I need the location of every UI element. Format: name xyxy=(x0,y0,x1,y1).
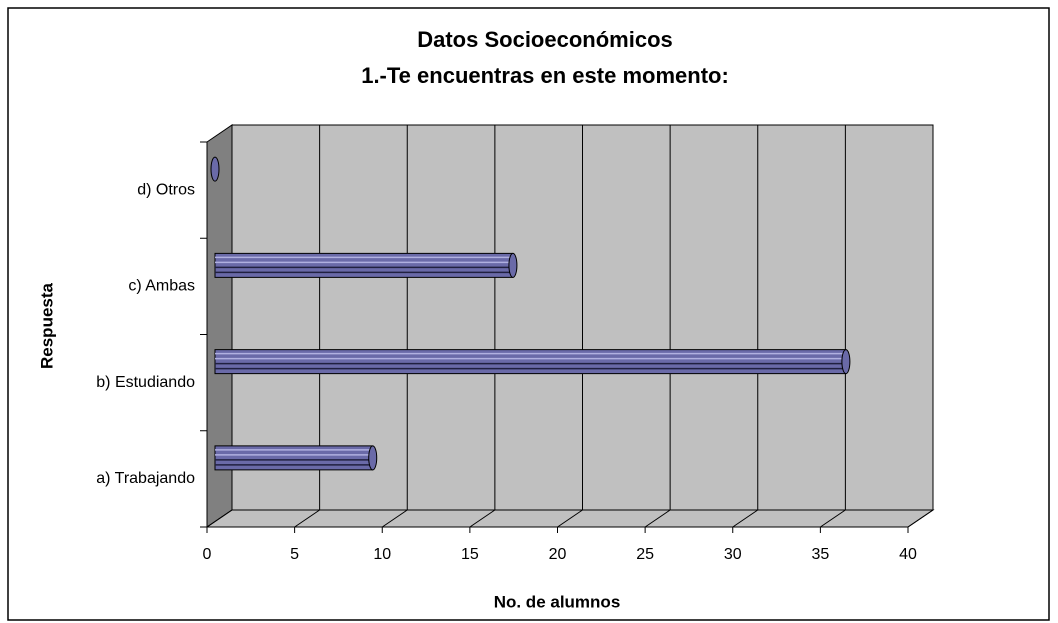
x-tick-label: 0 xyxy=(203,546,212,563)
x-tick-label: 35 xyxy=(811,546,829,563)
floor-grid-line xyxy=(732,509,759,528)
x-axis-label: No. de alumnos xyxy=(494,592,621,611)
floor-grid-line xyxy=(907,509,934,528)
floor-grid-line xyxy=(381,509,408,528)
y-tick-label: b) Estudiando xyxy=(96,374,195,391)
floor-grid-line xyxy=(294,509,320,528)
floor-grid-line xyxy=(557,509,583,528)
x-tick-label: 40 xyxy=(899,546,917,563)
chart-subtitle: 1.-Te encuentras en este momento: xyxy=(361,63,729,88)
bar-cap xyxy=(841,349,851,375)
chart-title: Datos Socioeconómicos xyxy=(417,27,673,52)
y-tick-label: d) Otros xyxy=(137,181,195,198)
x-tick-label: 25 xyxy=(636,546,654,563)
x-tick-label: 10 xyxy=(373,546,391,563)
plot-area: 0 5 10 15 20 25 30 35 40 a) Trabajando b) Estudian… xyxy=(96,124,935,563)
floor-grid-line xyxy=(820,509,846,528)
bar-cap xyxy=(368,445,378,471)
y-tick-label: c) Ambas xyxy=(128,278,195,295)
y-tick-label: a) Trabajando xyxy=(96,470,195,487)
x-tick-label: 20 xyxy=(549,546,567,563)
floor-grid-line xyxy=(206,509,233,528)
bar-cap xyxy=(508,252,518,278)
floor-grid-line xyxy=(644,509,671,528)
x-tick-label: 5 xyxy=(290,546,299,563)
x-tick-label: 30 xyxy=(724,546,742,563)
y-axis-label: Respuesta xyxy=(37,282,56,369)
x-tick-label: 15 xyxy=(461,546,479,563)
bar-cap xyxy=(210,156,220,182)
floor-grid-line xyxy=(469,509,496,528)
